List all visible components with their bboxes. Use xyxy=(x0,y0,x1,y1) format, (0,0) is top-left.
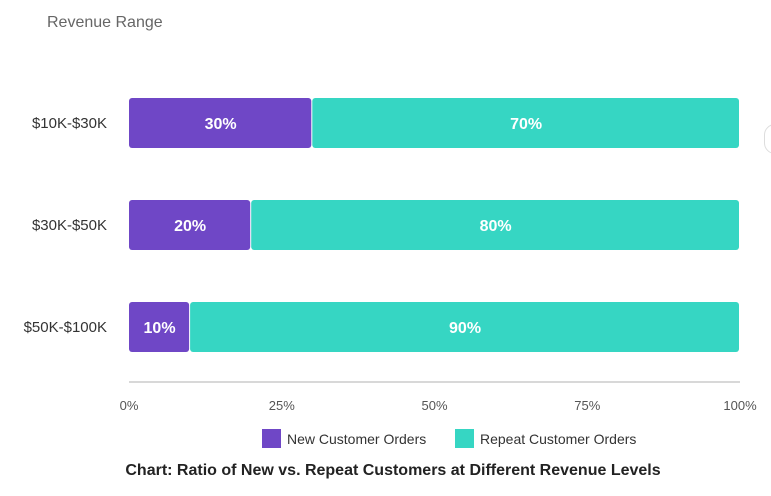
legend[interactable]: New Customer Orders Repeat Customer Order… xyxy=(262,429,636,448)
chart-caption: Chart: Ratio of New vs. Repeat Customers… xyxy=(125,462,660,479)
bar-value-label: 10% xyxy=(144,320,176,337)
bar-segment[interactable] xyxy=(129,302,190,352)
legend-swatch[interactable] xyxy=(262,429,281,448)
x-tick-label: 0% xyxy=(120,398,139,413)
category-label: $30K-$50K xyxy=(32,217,107,234)
bar-value-label: 70% xyxy=(510,116,542,133)
bar-value-label: 80% xyxy=(480,218,512,235)
bar-value-label: 30% xyxy=(205,116,237,133)
legend-label[interactable]: Repeat Customer Orders xyxy=(480,431,636,447)
x-tick-label: 75% xyxy=(574,398,600,413)
bar-segment[interactable] xyxy=(190,302,740,352)
bar-segment[interactable] xyxy=(129,98,312,148)
y-axis-title: Revenue Range xyxy=(47,14,163,31)
bar-segment[interactable] xyxy=(251,200,739,250)
bar-segment[interactable] xyxy=(312,98,739,148)
x-tick-label: 100% xyxy=(723,398,757,413)
x-tick-label: 25% xyxy=(269,398,295,413)
bar-segment[interactable] xyxy=(129,200,251,250)
legend-swatch[interactable] xyxy=(455,429,474,448)
bar-value-label: 20% xyxy=(174,218,206,235)
x-tick-labels: 0% 25% 50% 75% 100% xyxy=(120,398,757,413)
category-labels: $10K-$30K $30K-$50K $50K-$100K xyxy=(24,115,107,336)
category-label: $50K-$100K xyxy=(24,319,107,336)
category-label: $10K-$30K xyxy=(32,115,107,132)
bar-value-label: 90% xyxy=(449,320,481,337)
bars-group: 30% 70% 20% 80% 10% 90% xyxy=(129,98,740,352)
x-tick-label: 50% xyxy=(421,398,447,413)
legend-label[interactable]: New Customer Orders xyxy=(287,431,426,447)
